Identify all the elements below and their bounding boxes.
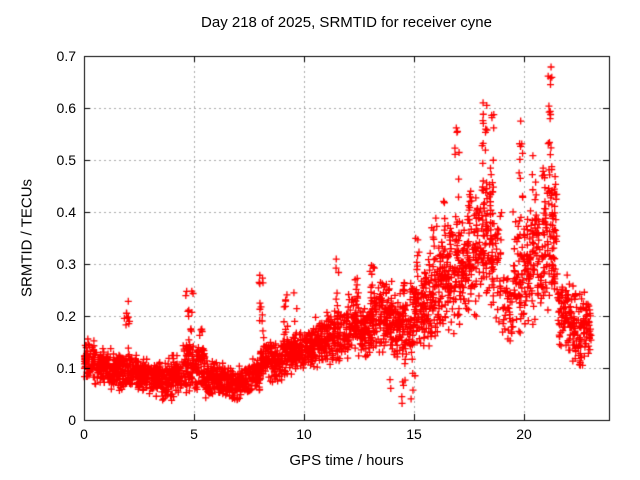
y-axis-label: SRMTID / TECUs — [18, 178, 36, 298]
x-tick-label: 0 — [80, 426, 88, 442]
y-tick-label: 0 — [68, 412, 76, 428]
y-tick-label: 0.4 — [56, 204, 76, 220]
x-tick-label: 5 — [190, 426, 198, 442]
chart-title: Day 218 of 2025, SRMTID for receiver cyn… — [201, 14, 492, 31]
x-tick-label: 15 — [406, 426, 422, 442]
y-tick-label: 0.2 — [56, 308, 76, 324]
y-tick-label: 0.3 — [56, 256, 76, 272]
x-tick-label: 20 — [516, 426, 532, 442]
y-tick-label: 0.5 — [56, 152, 76, 168]
y-tick-label: 0.1 — [56, 360, 76, 376]
y-tick-label: 0.6 — [56, 100, 76, 116]
x-tick-label: 10 — [296, 426, 312, 442]
y-tick-label: 0.7 — [56, 48, 76, 64]
x-axis-label: GPS time / hours — [289, 452, 404, 469]
